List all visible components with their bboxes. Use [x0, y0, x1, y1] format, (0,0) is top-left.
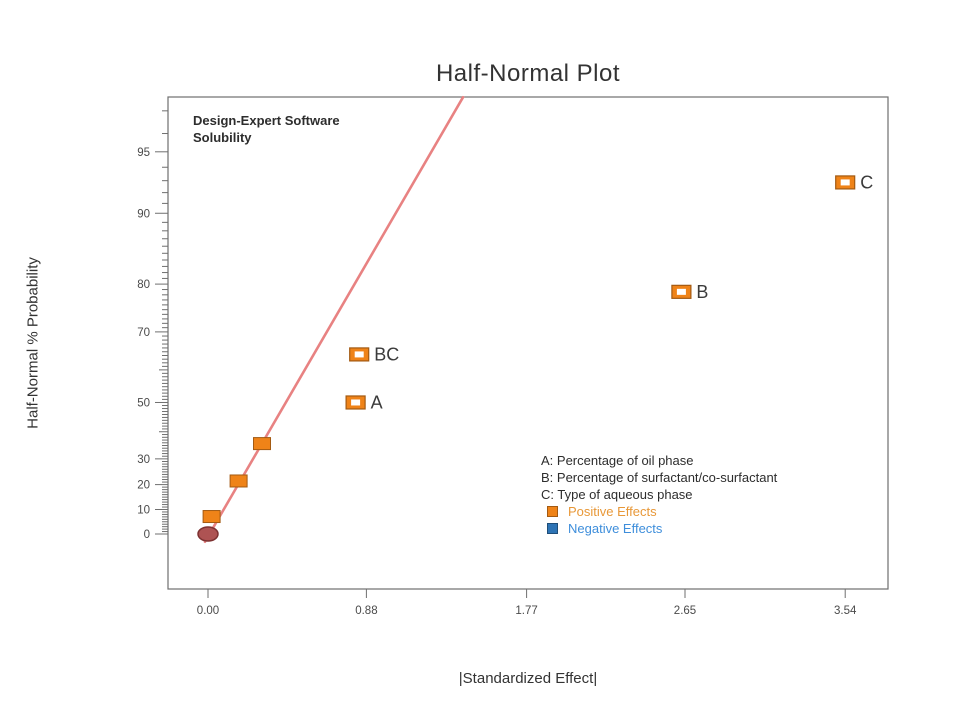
legend-factor-c: C: Type of aqueous phase	[541, 486, 777, 503]
small-effect-point	[253, 437, 271, 451]
legend-factor-b-label: B: Percentage of surfactant/co-surfactan…	[541, 470, 778, 485]
legend-negative-effects: Negative Effects	[541, 520, 777, 537]
point-label-BC: BC	[374, 344, 399, 364]
legend-positive-effects: Positive Effects	[541, 503, 777, 520]
plot-frame	[167, 96, 889, 590]
chart-title: Half-Normal Plot	[435, 60, 621, 87]
legend-negative-effects-label: Negative Effects	[568, 521, 663, 536]
x-tick-label: 1.77	[515, 605, 537, 617]
legend-factor-a-label: A: Percentage of oil phase	[541, 453, 694, 468]
y-tick-label: 95	[137, 147, 150, 159]
software-annotation-line2: Solubility	[193, 130, 252, 145]
y-tick-label: 80	[137, 279, 150, 291]
legend: A: Percentage of oil phase B: Percentage…	[541, 452, 777, 537]
half-normal-fit-line	[203, 95, 465, 544]
y-tick-label: 0	[144, 529, 150, 541]
y-tick-label: 70	[137, 327, 150, 339]
small-effect-point	[202, 510, 221, 524]
point-label-A: A	[371, 392, 383, 412]
data-point-A-center	[351, 399, 361, 406]
origin-ellipse-marker	[197, 526, 219, 542]
x-axis-title: |Standardized Effect|	[458, 670, 598, 687]
x-tick-label: 2.65	[674, 605, 696, 617]
point-label-C: C	[860, 172, 873, 192]
y-tick-label: 50	[137, 397, 150, 409]
legend-positive-effects-label: Positive Effects	[568, 504, 657, 519]
data-point-BC-center	[354, 351, 364, 358]
y-tick-label: 90	[137, 208, 150, 220]
software-annotation-line1: Design-Expert Software	[193, 113, 340, 128]
x-tick-label: 3.54	[834, 605, 857, 617]
y-tick-label: 20	[137, 480, 150, 492]
y-tick-label: 30	[137, 454, 150, 466]
y-axis-title: Half-Normal % Probability	[24, 257, 42, 429]
y-tick-label: 10	[137, 504, 150, 516]
data-point-B-center	[676, 288, 686, 295]
data-point-C-center	[840, 179, 850, 186]
legend-factor-b: B: Percentage of surfactant/co-surfactan…	[541, 469, 777, 486]
x-tick-label: 0.00	[197, 605, 219, 617]
positive-effects-swatch-icon	[547, 506, 558, 517]
negative-effects-swatch-icon	[547, 523, 558, 534]
legend-factor-a: A: Percentage of oil phase	[541, 452, 777, 469]
legend-factor-c-label: C: Type of aqueous phase	[541, 487, 693, 502]
point-label-B: B	[696, 282, 708, 302]
small-effect-point	[229, 474, 248, 488]
x-tick-label: 0.88	[355, 605, 377, 617]
software-annotation: Design-Expert Software Solubility	[193, 112, 340, 146]
